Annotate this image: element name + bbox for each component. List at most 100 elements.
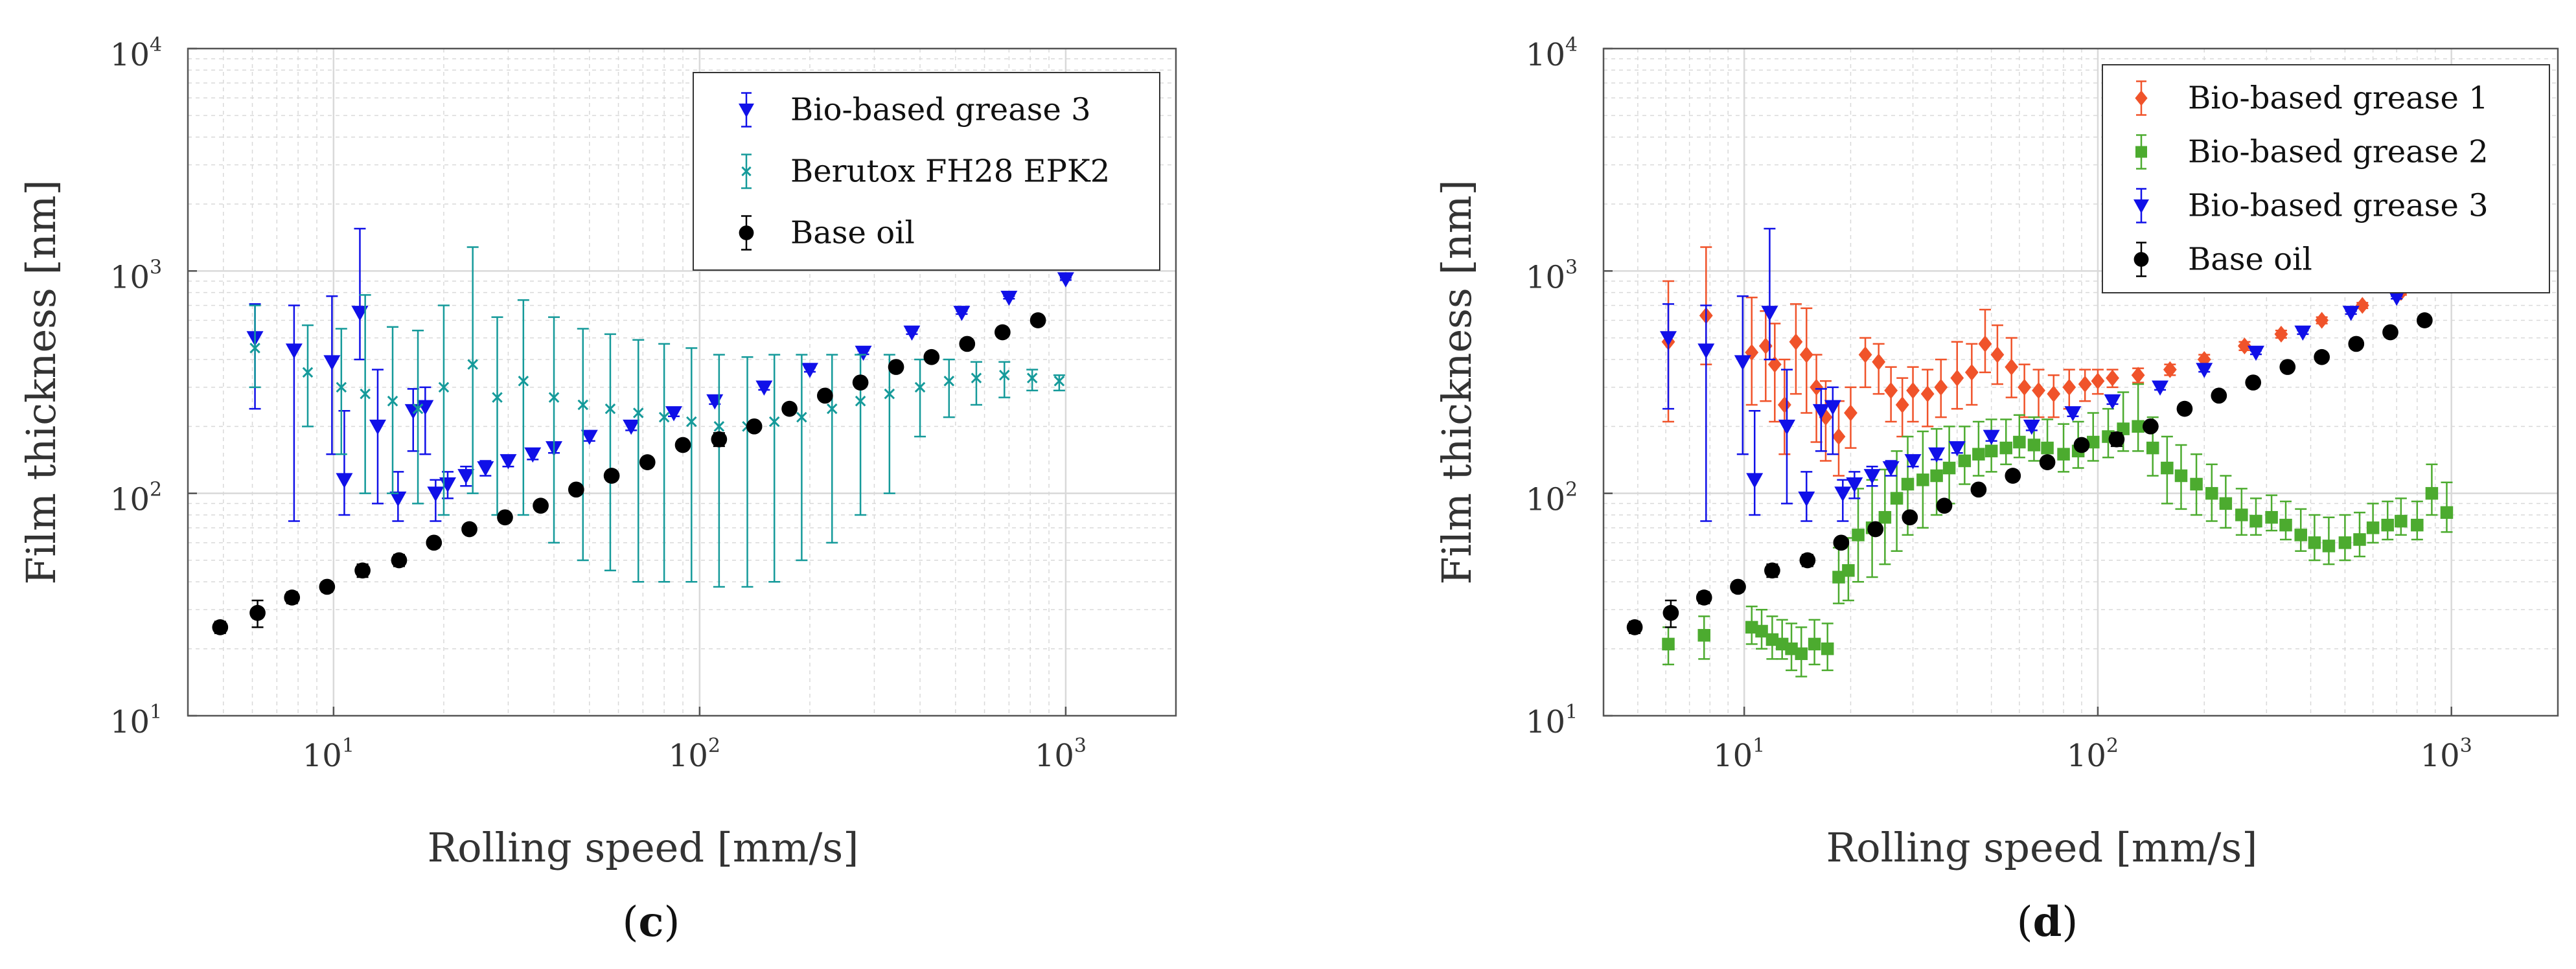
data-point (1821, 642, 1834, 656)
data-point (1858, 346, 1872, 363)
data-point (623, 419, 640, 435)
data-point (1730, 578, 1746, 595)
legend-label: Base oil (2188, 242, 2312, 278)
data-point (2314, 348, 2330, 365)
data-point (1964, 363, 1979, 381)
data-point (1972, 448, 1985, 461)
data-point (1902, 509, 1918, 526)
legend-label: Base oil (790, 215, 915, 251)
data-point (1777, 396, 1791, 414)
y-tick-label: 101 (1526, 701, 1578, 740)
error-bar (768, 354, 781, 583)
data-point (319, 578, 336, 595)
legend-box (2102, 64, 2550, 293)
data-point (389, 491, 407, 507)
series-berutox-fh28-epk2 (249, 246, 1065, 588)
data-point (943, 375, 955, 387)
data-point (1662, 604, 1679, 621)
data-point (903, 325, 921, 341)
y-tick-label: 101 (110, 701, 162, 740)
legend-marker (2133, 199, 2149, 214)
x-tick-label: 102 (2067, 735, 2119, 774)
error-bar (354, 227, 366, 361)
data-point (212, 619, 229, 635)
legend-marker (2133, 252, 2149, 267)
data-point (1832, 571, 1845, 584)
data-point (1999, 441, 2012, 455)
chart-panel-c: 101 102 103 101 102 103 104 Rolling speed [mm/… (17, 34, 1177, 946)
data-point (249, 604, 266, 621)
legend-label: Bio-based grease 1 (2188, 80, 2489, 117)
legend-box (693, 72, 1160, 271)
data-point (323, 355, 341, 370)
error-bar (288, 304, 300, 522)
series-base-oil (212, 312, 1046, 635)
error-bar (658, 343, 671, 583)
data-point (1662, 637, 1675, 651)
error-bar (335, 328, 347, 455)
data-point (2005, 468, 2021, 484)
data-point (1882, 461, 1900, 477)
data-point (1798, 491, 1815, 507)
data-point (457, 469, 475, 484)
error-bar (970, 361, 982, 406)
data-point (2417, 312, 2433, 328)
data-point (581, 429, 598, 446)
error-bar (517, 299, 529, 516)
error-bar (1700, 304, 1712, 522)
legend-marker (2135, 90, 2148, 106)
error-bar (998, 361, 1011, 398)
data-point (2143, 418, 2159, 435)
data-point (492, 392, 503, 403)
error-bar (1662, 303, 1675, 410)
data-point (2108, 431, 2125, 448)
series-base-oil (1626, 312, 2433, 635)
data-point (2152, 380, 2169, 396)
data-point (249, 343, 260, 354)
series-bio-based-grease-3 (246, 227, 1074, 522)
plot-frame (187, 47, 1177, 717)
data-point (2338, 536, 2352, 549)
error-bar (249, 304, 261, 389)
data-point (2315, 312, 2329, 329)
data-point (603, 468, 620, 484)
data-point (817, 387, 833, 404)
data-point (427, 486, 444, 502)
data-point (500, 454, 517, 470)
y-axis-label: Film thickness [nm] (1433, 179, 1480, 584)
data-point (1970, 481, 1987, 498)
data-point (2023, 419, 2040, 435)
data-point (2247, 345, 2264, 361)
data-point (2062, 378, 2076, 396)
data-point (639, 454, 656, 470)
error-bar (604, 333, 616, 571)
data-point (2411, 518, 2424, 532)
data-point (1904, 454, 1922, 470)
data-point (417, 400, 434, 416)
data-point (2322, 540, 2336, 553)
data-point (1832, 428, 1846, 446)
data-point (2205, 486, 2218, 500)
error-bar (338, 410, 351, 516)
data-point (2064, 406, 2082, 422)
data-point (2274, 325, 2288, 343)
data-point (1942, 461, 1956, 475)
data-point (1934, 378, 1948, 396)
ticks-layer: 101 102 103 101 102 103 104 (1526, 34, 2472, 774)
data-point (665, 406, 682, 422)
legend-marker (739, 225, 754, 240)
data-point (1990, 346, 2005, 363)
error-bar (796, 354, 808, 562)
data-point (1799, 552, 1816, 569)
data-point (336, 382, 347, 393)
data-point (577, 399, 589, 411)
error-bar (419, 386, 431, 455)
data-point (302, 367, 314, 378)
data-point (1834, 486, 1852, 502)
data-point (2249, 514, 2262, 528)
data-point (2245, 374, 2262, 391)
data-point (2308, 536, 2321, 549)
data-point (855, 345, 872, 361)
data-point (1872, 353, 1886, 370)
